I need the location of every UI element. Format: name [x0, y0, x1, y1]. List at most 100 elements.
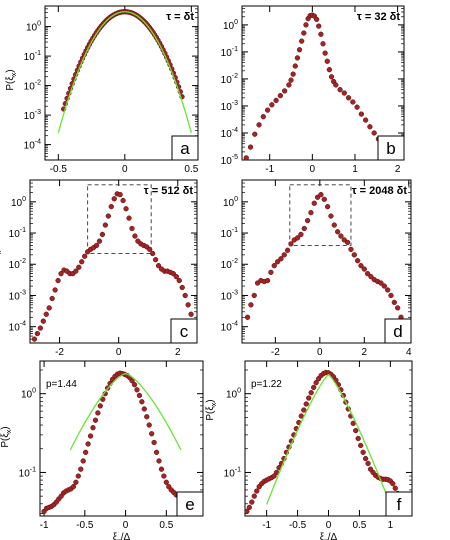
data-point	[353, 427, 359, 434]
x-tick-label: -2	[55, 347, 64, 358]
x-tick-label: 2	[395, 164, 401, 175]
data-point	[156, 458, 162, 464]
data-point	[78, 466, 84, 472]
x-tick-label: 0.5	[159, 520, 173, 531]
data-point	[185, 302, 191, 308]
data-point	[326, 67, 333, 73]
data-point	[249, 499, 255, 505]
y-tick-label: 10-2	[9, 258, 26, 271]
panel-f: 10-1 100 -1 -0.5 0 0.5 1 p=1.22 f P(ξx) ξx/Δ	[205, 360, 413, 540]
data-point	[176, 277, 182, 284]
data-point	[324, 58, 330, 64]
panel-annotation: p=1.22	[251, 379, 282, 390]
x-tick-label: 0	[310, 164, 316, 175]
data-point	[294, 235, 301, 241]
data-point	[161, 473, 167, 479]
data-point	[31, 336, 38, 342]
data-point	[123, 206, 129, 212]
x-tick-label: 0	[122, 164, 128, 175]
data-point	[245, 508, 250, 515]
data-point	[288, 241, 294, 247]
svg-text:d: d	[393, 322, 402, 341]
svg-text:e: e	[185, 495, 194, 514]
x-tick-label: 0	[326, 520, 332, 531]
x-tick-label: -2	[271, 347, 280, 358]
data-point	[271, 263, 277, 269]
data-point	[149, 431, 155, 437]
y-tick-label: 10-4	[24, 139, 41, 152]
x-tick-label: 4	[406, 347, 412, 358]
data-series	[31, 191, 194, 342]
data-point	[320, 41, 326, 47]
panel-tag: b	[377, 135, 405, 161]
data-point	[308, 390, 314, 396]
data-point	[318, 31, 324, 37]
y-tick-label: 10-3	[221, 289, 238, 302]
data-point	[252, 131, 258, 137]
x-tick-label: 0	[116, 347, 122, 358]
x-axis-label: ξx/Δ	[113, 532, 131, 540]
data-point	[82, 253, 88, 259]
data-point	[264, 277, 271, 284]
data-point	[95, 410, 101, 416]
data-point	[290, 71, 296, 77]
panel-annotation: τ = 512 δt	[144, 185, 194, 197]
data-point	[328, 74, 335, 80]
panel-annotation: τ = δt	[166, 11, 194, 23]
x-tick-label: -1	[262, 520, 271, 531]
data-point	[331, 222, 337, 228]
data-point	[367, 124, 373, 130]
y-tick-label: 10-1	[19, 466, 36, 479]
data-point	[362, 455, 369, 462]
y-tick-label: 10-2	[221, 73, 238, 86]
data-point	[144, 414, 150, 420]
data-point	[188, 311, 194, 317]
y-tick-label: 10-3	[9, 289, 26, 302]
data-point	[311, 200, 317, 206]
data-point	[388, 292, 394, 299]
y-axis-label: P(ξx)	[0, 426, 13, 447]
data-point	[97, 403, 103, 409]
data-point	[132, 233, 138, 239]
y-tick-label: 100	[21, 388, 36, 401]
data-point	[378, 280, 384, 286]
data-point	[278, 256, 284, 262]
x-tick-label: -0.5	[50, 164, 68, 175]
data-point	[308, 209, 314, 216]
y-axis-label: P(ξx)	[205, 399, 218, 420]
data-point	[365, 460, 371, 467]
data-point	[90, 425, 96, 431]
data-point	[247, 144, 254, 150]
data-point	[358, 263, 364, 269]
data-point	[79, 259, 85, 265]
data-point	[313, 16, 320, 23]
data-point	[390, 481, 396, 487]
data-point	[70, 484, 77, 490]
data-point	[318, 191, 324, 198]
x-tick-label: -1	[265, 164, 274, 175]
plot-frame	[241, 179, 412, 344]
y-tick-label: 10-4	[221, 127, 238, 140]
data-point	[246, 504, 252, 511]
svg-text:c: c	[180, 322, 189, 341]
data-point	[179, 284, 185, 291]
data-point	[301, 30, 307, 36]
data-point	[87, 433, 94, 439]
data-point	[151, 439, 157, 446]
data-point	[269, 102, 275, 108]
data-point	[108, 204, 114, 210]
data-point	[251, 292, 257, 299]
data-point	[288, 77, 294, 83]
data-point	[286, 82, 292, 88]
data-point	[131, 382, 138, 388]
data-point	[52, 287, 58, 293]
data-point	[82, 449, 89, 455]
data-point	[260, 114, 266, 120]
data-point	[354, 104, 360, 110]
y-tick-label: 10-2	[24, 80, 41, 93]
data-point	[299, 38, 305, 44]
data-point	[274, 259, 281, 265]
y-tick-label: 100	[223, 196, 238, 209]
fit-curve	[69, 372, 182, 451]
